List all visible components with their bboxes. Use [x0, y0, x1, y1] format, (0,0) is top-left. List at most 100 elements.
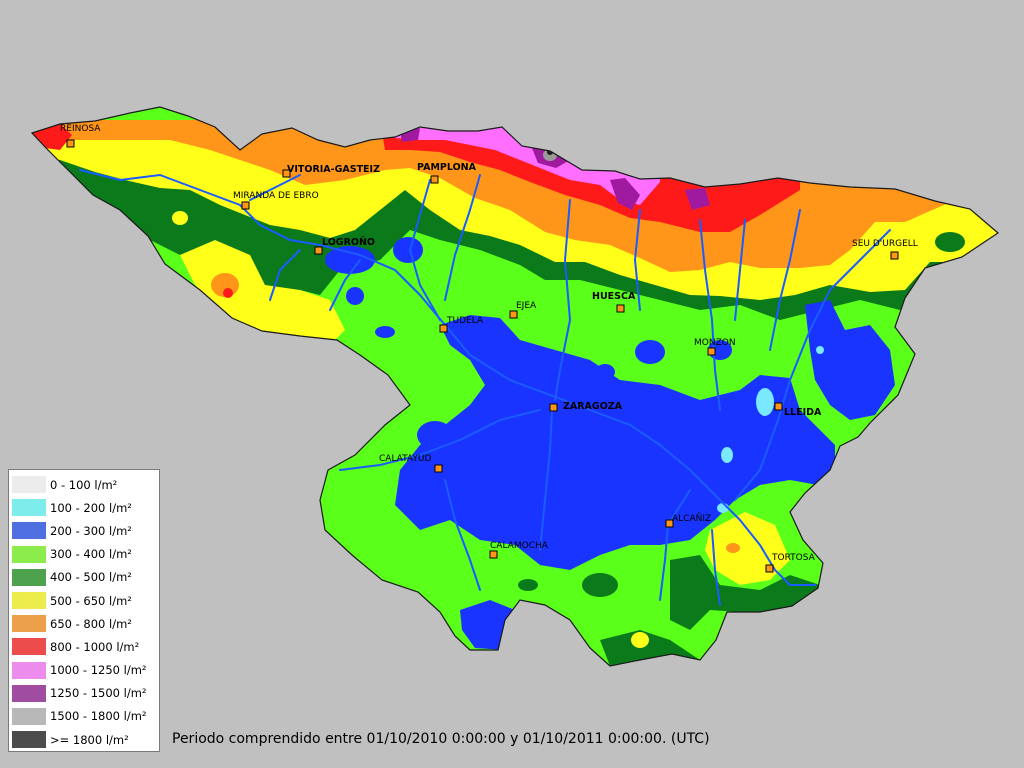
- city-label-calamocha: CALAMOCHA: [490, 541, 549, 551]
- legend-item: 500 - 650 l/m²: [12, 589, 159, 612]
- legend-item: 300 - 400 l/m²: [12, 543, 159, 566]
- period-caption: Periodo comprendido entre 01/10/2010 0:0…: [172, 731, 710, 747]
- legend-swatch: [12, 661, 46, 679]
- legend-label: 300 - 400 l/m²: [50, 547, 132, 562]
- city-marker-tortosa[interactable]: [765, 564, 774, 573]
- river-najerilla: [269, 249, 301, 301]
- legend-swatch: [12, 592, 46, 610]
- city-marker-seu-durgell[interactable]: [890, 251, 899, 260]
- river-matarrana: [711, 529, 721, 606]
- legend-item: 800 - 1000 l/m²: [12, 635, 159, 658]
- city-marker-zaragoza[interactable]: [549, 403, 558, 412]
- zone-blue-east: [805, 300, 895, 420]
- precipitation-legend: 0 - 100 l/m² 100 - 200 l/m² 200 - 300 l/m²…: [8, 469, 160, 752]
- city-marker-alcaniz[interactable]: [665, 519, 674, 528]
- zone-purple-1: [400, 128, 420, 142]
- legend-swatch: [12, 684, 46, 702]
- city-label-tudela: TUDELA: [446, 316, 484, 326]
- city-label-tortosa: TORTOSA: [771, 553, 816, 563]
- river-ara: [634, 209, 641, 311]
- zone-blue-blob-2: [325, 246, 375, 274]
- zone-blue-blob-6: [595, 364, 615, 380]
- legend-item: 1000 - 1250 l/m²: [12, 659, 159, 682]
- zone-blue-blob-4: [375, 326, 395, 338]
- city-marker-ejea[interactable]: [509, 310, 518, 319]
- legend-swatch: [12, 545, 46, 563]
- river-segre: [734, 229, 891, 501]
- river-cinca: [699, 219, 721, 411]
- city-marker-huesca[interactable]: [616, 304, 625, 313]
- legend-label: 0 - 100 l/m²: [50, 477, 118, 492]
- zone-red-dot-west: [223, 288, 233, 298]
- legend-item: 650 - 800 l/m²: [12, 612, 159, 635]
- legend-swatch: [12, 707, 46, 725]
- city-label-miranda-de-ebro: MIRANDA DE EBRO: [233, 191, 319, 201]
- river-cidacos: [329, 259, 361, 311]
- city-labels: REINOSA VITORIA-GASTEIZ PAMPLONA MIRANDA…: [60, 124, 918, 563]
- zone-cyan-1: [756, 388, 774, 416]
- legend-label: >= 1800 l/m²: [50, 732, 129, 747]
- city-marker-pamplona[interactable]: [430, 175, 439, 184]
- river-jiloca: [444, 479, 481, 591]
- city-marker-vitoria-gasteiz[interactable]: [282, 169, 291, 178]
- zone-dark-green-blob-2: [518, 579, 538, 591]
- zone-yellow-blob-west: [172, 211, 188, 225]
- city-label-lleida: LLEIDA: [784, 407, 822, 418]
- city-label-monzon: MONZON: [694, 338, 736, 348]
- city-label-reinosa: REINOSA: [60, 124, 101, 134]
- city-marker-miranda-de-ebro[interactable]: [241, 201, 250, 210]
- city-label-pamplona: PAMPLONA: [417, 162, 477, 173]
- river-noguera: [769, 209, 801, 351]
- city-markers: [66, 139, 899, 573]
- city-marker-logrono[interactable]: [314, 246, 323, 255]
- zone-orange-southeast: [726, 543, 740, 553]
- legend-swatch: [12, 568, 46, 586]
- city-label-vitoria-gasteiz: VITORIA-GASTEIZ: [287, 164, 380, 175]
- legend-item: 100 - 200 l/m²: [12, 496, 159, 519]
- city-label-zaragoza: ZARAGOZA: [563, 401, 623, 412]
- legend-label: 500 - 650 l/m²: [50, 593, 132, 608]
- city-label-huesca: HUESCA: [592, 291, 636, 302]
- zone-yellow-southwest: [180, 240, 345, 345]
- city-marker-tudela[interactable]: [439, 324, 448, 333]
- legend-item: 1250 - 1500 l/m²: [12, 682, 159, 705]
- city-label-seu-durgell: SEU D'URGELL: [852, 239, 918, 249]
- legend-label: 800 - 1000 l/m²: [50, 639, 140, 654]
- legend-item: >= 1800 l/m²: [12, 728, 159, 751]
- river-zadorra: [249, 174, 301, 201]
- river-arga: [444, 174, 481, 301]
- legend-item: 400 - 500 l/m²: [12, 566, 159, 589]
- legend-swatch: [12, 615, 46, 633]
- city-marker-lleida[interactable]: [774, 402, 783, 411]
- river-gallego: [554, 199, 571, 401]
- city-label-logrono: LOGROÑO: [322, 237, 375, 248]
- legend-item: 200 - 300 l/m²: [12, 519, 159, 542]
- zone-blue-blob-5: [635, 340, 665, 364]
- river-ebro: [79, 169, 816, 586]
- zone-purple-3: [610, 178, 640, 210]
- legend-label: 100 - 200 l/m²: [50, 500, 132, 515]
- river-guadalope: [659, 489, 691, 601]
- legend-label: 400 - 500 l/m²: [50, 570, 132, 585]
- city-marker-calamocha[interactable]: [489, 550, 498, 559]
- legend-item: 0 - 100 l/m²: [12, 473, 159, 496]
- legend-label: 650 - 800 l/m²: [50, 616, 132, 631]
- legend-label: 1500 - 1800 l/m²: [50, 709, 147, 724]
- zone-cyan-4: [816, 346, 824, 354]
- legend-label: 1000 - 1250 l/m²: [50, 663, 147, 678]
- rivers: [79, 169, 891, 606]
- city-marker-calatayud[interactable]: [434, 464, 443, 473]
- legend-swatch: [12, 638, 46, 656]
- city-marker-monzon[interactable]: [707, 347, 716, 356]
- legend-label: 1250 - 1500 l/m²: [50, 686, 147, 701]
- legend-swatch: [12, 499, 46, 517]
- zone-yellow-blob-south: [631, 632, 649, 648]
- zone-dark-green-blob-1: [582, 573, 618, 597]
- zone-blue-blob-1: [393, 237, 423, 263]
- city-marker-reinosa[interactable]: [66, 139, 75, 148]
- zone-purple-4: [685, 188, 710, 210]
- zone-cyan-2: [721, 447, 733, 463]
- legend-label: 200 - 300 l/m²: [50, 523, 132, 538]
- river-esera: [734, 219, 746, 321]
